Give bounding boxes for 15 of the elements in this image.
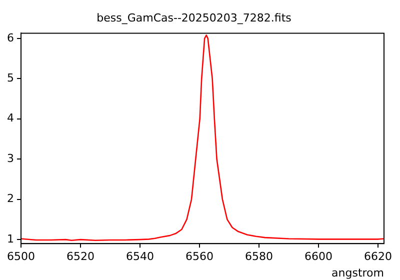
x-tick-label: 6560 bbox=[186, 250, 214, 264]
chart-title: bess_GamCas--20250203_7282.fits bbox=[96, 11, 292, 24]
x-tick-label: 6540 bbox=[126, 250, 154, 264]
y-tick-label: 5 bbox=[7, 72, 14, 85]
x-tick-label: 6620 bbox=[364, 250, 392, 264]
x-tick-label: 6520 bbox=[66, 250, 95, 264]
y-tick-label: 1 bbox=[7, 232, 14, 246]
x-tick-label: 6500 bbox=[7, 250, 35, 264]
x-tick-label: 6600 bbox=[304, 250, 333, 264]
y-tick-label: 6 bbox=[7, 31, 14, 44]
x-axis-title: angstrom bbox=[332, 266, 384, 280]
y-tick-label: 4 bbox=[7, 112, 14, 125]
y-tick-label: 3 bbox=[7, 152, 14, 165]
y-tick-label: 2 bbox=[7, 192, 14, 206]
x-tick-label: 6580 bbox=[245, 250, 274, 264]
